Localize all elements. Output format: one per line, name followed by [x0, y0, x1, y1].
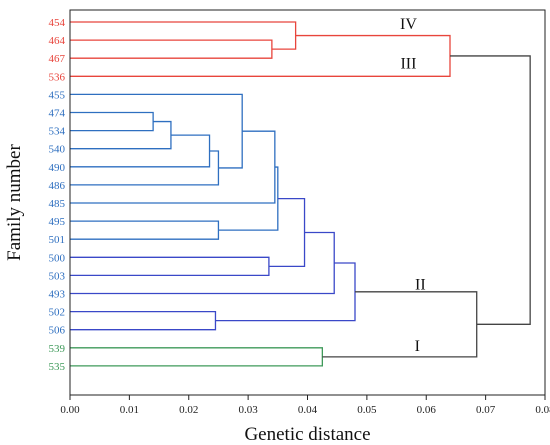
x-tick-label: 0.07 [476, 404, 496, 416]
cluster-label: III [400, 56, 416, 73]
leaf-label: 502 [49, 307, 66, 319]
leaf-label: 454 [49, 17, 66, 29]
leaf-label: 534 [49, 126, 66, 138]
y-axis-title: Family number [4, 144, 25, 261]
leaf-label: 539 [49, 343, 66, 355]
leaf-label: 485 [49, 198, 66, 210]
leaf-label: 501 [49, 234, 66, 246]
leaf-label: 535 [49, 361, 66, 373]
dendrogram-branches [70, 21, 531, 367]
leaf-label: 455 [49, 89, 66, 101]
leaf-label: 495 [49, 216, 66, 228]
x-tick-label: 0.05 [357, 404, 377, 416]
leaf-label: 500 [49, 252, 66, 264]
leaf-label: 540 [49, 144, 66, 156]
leaf-label: 490 [49, 162, 66, 174]
x-tick-label: 0.06 [417, 404, 437, 416]
cluster-label: I [415, 338, 420, 355]
x-tick-label: 0.08 [535, 404, 550, 416]
leaf-label: 493 [49, 289, 66, 301]
branch-m13 [268, 197, 306, 267]
x-tick-label: 0.02 [179, 404, 198, 416]
branch-m12 [70, 256, 270, 277]
x-axis: 0.00 0.01 0.02 0.03 0.04 0.05 0.06 0.07 0.08 [60, 395, 550, 416]
x-tick-label: 0.01 [120, 404, 139, 416]
x-tick-label: 0.00 [60, 404, 80, 416]
leaf-label: 467 [49, 53, 66, 65]
cluster-label: II [415, 276, 426, 293]
leaf-label: 536 [49, 71, 66, 83]
leaf-labels: 454 464 467 536 455 474 534 540 490 486 485 495 501 5… [49, 17, 66, 373]
leaf-label: 474 [49, 108, 66, 120]
leaf-label: 506 [49, 325, 66, 337]
x-axis-title: Genetic distance [244, 424, 370, 445]
leaf-label: 486 [49, 180, 66, 192]
cluster-label: IV [400, 16, 417, 33]
x-tick-label: 0.04 [298, 404, 318, 416]
branch-m19 [450, 55, 531, 325]
x-tick-label: 0.03 [239, 404, 259, 416]
branch-m6 [70, 134, 211, 168]
leaf-label: 464 [49, 35, 66, 47]
leaf-label: 503 [49, 270, 66, 282]
